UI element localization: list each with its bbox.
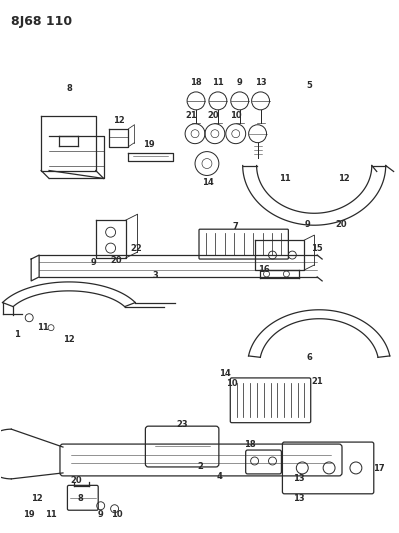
- Text: 13: 13: [294, 474, 305, 483]
- Text: 13: 13: [255, 78, 267, 87]
- Text: 10: 10: [230, 111, 241, 120]
- Text: 20: 20: [111, 255, 122, 264]
- Text: 22: 22: [130, 244, 142, 253]
- Text: 5: 5: [306, 82, 312, 91]
- Text: 21: 21: [185, 111, 197, 120]
- Text: 7: 7: [233, 222, 239, 231]
- Text: 12: 12: [113, 116, 124, 125]
- Text: 11: 11: [45, 510, 57, 519]
- Text: 9: 9: [237, 78, 243, 87]
- Text: 12: 12: [31, 494, 43, 503]
- Text: 17: 17: [373, 464, 385, 473]
- Text: 15: 15: [311, 244, 323, 253]
- Text: 9: 9: [98, 510, 104, 519]
- Text: 2: 2: [197, 463, 203, 472]
- Text: 10: 10: [226, 379, 237, 388]
- Text: 20: 20: [207, 111, 219, 120]
- Text: 20: 20: [335, 220, 347, 229]
- Text: 13: 13: [294, 494, 305, 503]
- Text: 6: 6: [306, 353, 312, 362]
- Text: 19: 19: [24, 510, 35, 519]
- Text: 9: 9: [91, 257, 97, 266]
- Text: 3: 3: [152, 271, 158, 280]
- Text: 8: 8: [66, 84, 72, 93]
- Text: 12: 12: [338, 174, 350, 183]
- Text: 11: 11: [37, 323, 49, 332]
- Text: 8J68 110: 8J68 110: [11, 15, 73, 28]
- Text: 4: 4: [217, 472, 223, 481]
- Text: 23: 23: [176, 419, 188, 429]
- Text: 18: 18: [244, 440, 255, 449]
- Text: 8: 8: [78, 494, 84, 503]
- Text: 16: 16: [258, 265, 269, 274]
- Text: 9: 9: [304, 220, 310, 229]
- Text: 21: 21: [311, 377, 323, 386]
- Text: 18: 18: [190, 78, 202, 87]
- Text: 20: 20: [70, 477, 82, 486]
- Text: 12: 12: [63, 335, 75, 344]
- Text: 10: 10: [111, 510, 122, 519]
- Text: 14: 14: [202, 178, 214, 187]
- Text: 1: 1: [14, 330, 20, 339]
- Text: 11: 11: [212, 78, 224, 87]
- Text: 11: 11: [280, 174, 291, 183]
- Text: 19: 19: [142, 140, 154, 149]
- Text: 14: 14: [219, 369, 231, 378]
